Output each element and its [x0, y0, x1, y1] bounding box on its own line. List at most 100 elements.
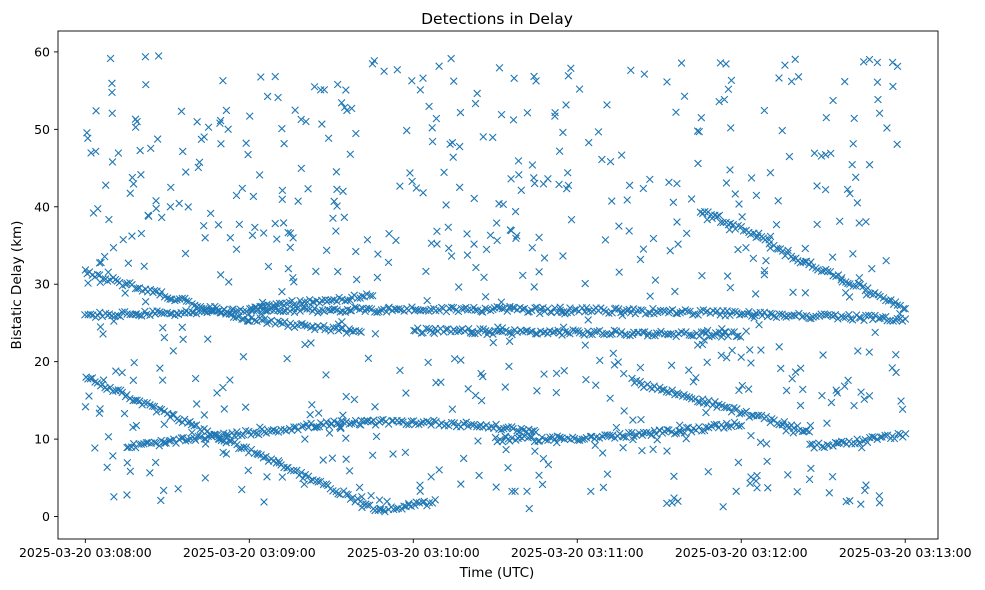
data-point	[727, 76, 736, 85]
data-point	[511, 207, 520, 216]
data-point	[290, 423, 298, 431]
data-point	[775, 74, 783, 82]
data-point	[618, 311, 627, 320]
data-point	[260, 498, 268, 506]
data-point	[239, 307, 248, 316]
data-point	[547, 308, 556, 317]
data-point	[304, 423, 313, 432]
data-point	[301, 435, 309, 443]
data-point	[106, 54, 115, 63]
data-point	[322, 418, 331, 426]
data-point	[224, 125, 232, 134]
data-point	[726, 311, 734, 319]
data-point	[687, 195, 696, 203]
y-tick-label: 20	[34, 354, 50, 369]
data-point	[855, 219, 864, 227]
data-point	[259, 454, 268, 462]
data-point	[399, 418, 407, 426]
data-point	[528, 433, 536, 441]
data-point	[652, 329, 661, 337]
data-point	[893, 62, 902, 71]
data-point	[91, 147, 100, 156]
data-point	[352, 275, 361, 284]
data-point	[200, 307, 209, 316]
data-point	[342, 329, 351, 337]
data-point	[271, 72, 280, 81]
data-point	[619, 432, 628, 441]
data-point	[562, 184, 571, 193]
data-point	[802, 257, 811, 266]
data-point	[405, 501, 413, 509]
data-point	[340, 213, 349, 222]
data-point	[655, 426, 664, 434]
data-point	[244, 466, 253, 475]
data-point	[357, 328, 365, 336]
data-point	[140, 262, 148, 271]
data-point	[301, 340, 309, 349]
data-point	[93, 204, 102, 213]
data-point	[631, 309, 640, 318]
data-point	[893, 314, 902, 323]
data-point	[87, 149, 95, 157]
data-point	[766, 244, 775, 252]
data-point	[754, 411, 763, 420]
data-point	[725, 225, 734, 234]
data-point	[752, 191, 761, 200]
data-point	[696, 306, 705, 315]
data-point	[862, 481, 870, 489]
data-point	[762, 412, 771, 421]
data-point	[325, 429, 334, 437]
data-point	[844, 376, 852, 385]
data-point	[638, 446, 646, 455]
data-point	[544, 175, 552, 183]
data-point	[447, 54, 455, 63]
data-point	[828, 253, 837, 261]
data-point	[593, 327, 601, 336]
data-point	[824, 311, 832, 319]
data-point	[832, 386, 841, 395]
data-point	[628, 374, 636, 383]
data-point	[736, 333, 745, 341]
data-point	[719, 218, 727, 227]
data-point	[508, 487, 516, 496]
data-point	[232, 313, 241, 322]
data-point	[290, 308, 299, 317]
data-point	[160, 333, 169, 342]
data-point	[511, 487, 519, 496]
data-point	[450, 354, 459, 363]
y-tick-label: 10	[34, 432, 50, 447]
data-point	[665, 178, 673, 187]
y-tick-label: 50	[34, 122, 50, 137]
data-point	[226, 233, 235, 242]
data-point	[893, 140, 901, 149]
data-point	[358, 503, 366, 512]
data-point	[640, 328, 649, 336]
data-point	[96, 278, 105, 287]
data-point	[363, 501, 372, 510]
data-point	[666, 246, 675, 255]
data-point	[821, 311, 830, 320]
data-point	[349, 327, 357, 336]
data-point	[297, 422, 306, 431]
data-point	[794, 73, 803, 81]
data-point	[146, 311, 154, 320]
data-point	[644, 329, 653, 338]
data-point	[809, 313, 817, 321]
data-point	[457, 480, 465, 488]
data-point	[581, 279, 589, 288]
data-point	[265, 317, 274, 326]
data-point	[118, 308, 126, 316]
data-point	[455, 183, 464, 192]
data-point	[351, 303, 359, 312]
data-point	[637, 415, 645, 424]
data-point	[646, 292, 654, 300]
data-point	[278, 186, 287, 195]
y-tick-label: 0	[42, 509, 50, 524]
data-point	[419, 328, 427, 337]
data-point	[671, 287, 679, 296]
data-point	[675, 421, 684, 430]
data-point	[232, 191, 241, 200]
data-point	[875, 491, 884, 500]
data-point	[283, 354, 291, 363]
data-point	[551, 112, 559, 120]
